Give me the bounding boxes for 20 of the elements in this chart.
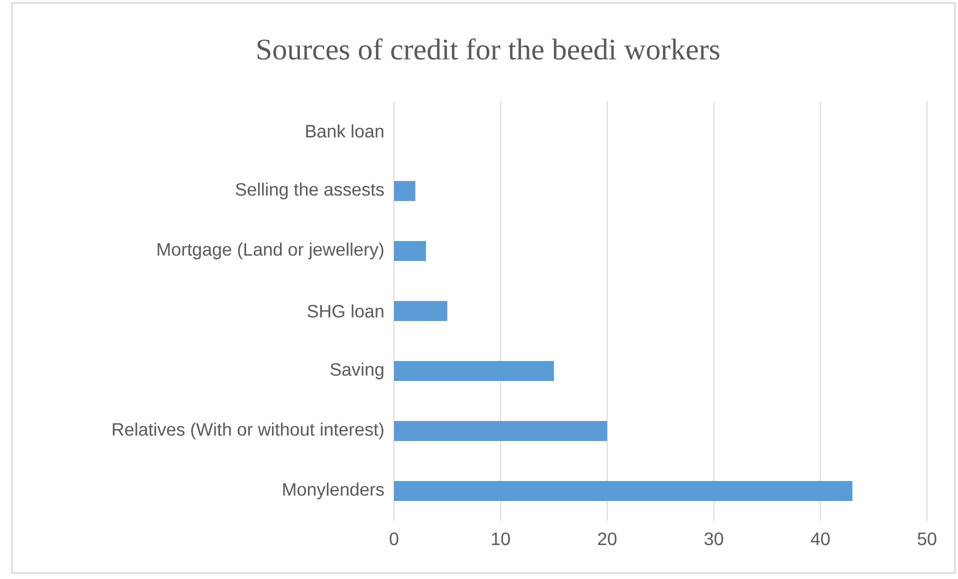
y-tick-label: Selling the assests (236, 182, 384, 200)
y-tick-label: Monylenders (283, 482, 384, 500)
bar (394, 480, 852, 501)
y-tick-label: SHG loan (308, 304, 384, 318)
x-tick-label: 40 (810, 532, 830, 546)
x-tick-label: 50 (918, 532, 936, 546)
x-tick-label: 0 (390, 532, 398, 546)
bar (394, 240, 426, 261)
y-tick-label: Bank loan (306, 124, 384, 138)
x-tick-label: 10 (492, 532, 510, 546)
x-tick-label: 20 (598, 532, 616, 546)
bar (394, 360, 554, 381)
chart-title: Sources of credit for the beedi workers (258, 38, 720, 60)
y-tick-label: Saving (330, 362, 384, 380)
bar (394, 180, 416, 201)
bar (394, 420, 608, 441)
x-tick-label: 30 (704, 532, 724, 546)
bar (394, 300, 448, 321)
y-tick-label: Mortgage (Land or jewellery) (158, 242, 384, 260)
y-tick-label: Relatives (With or without interest) (112, 422, 384, 440)
